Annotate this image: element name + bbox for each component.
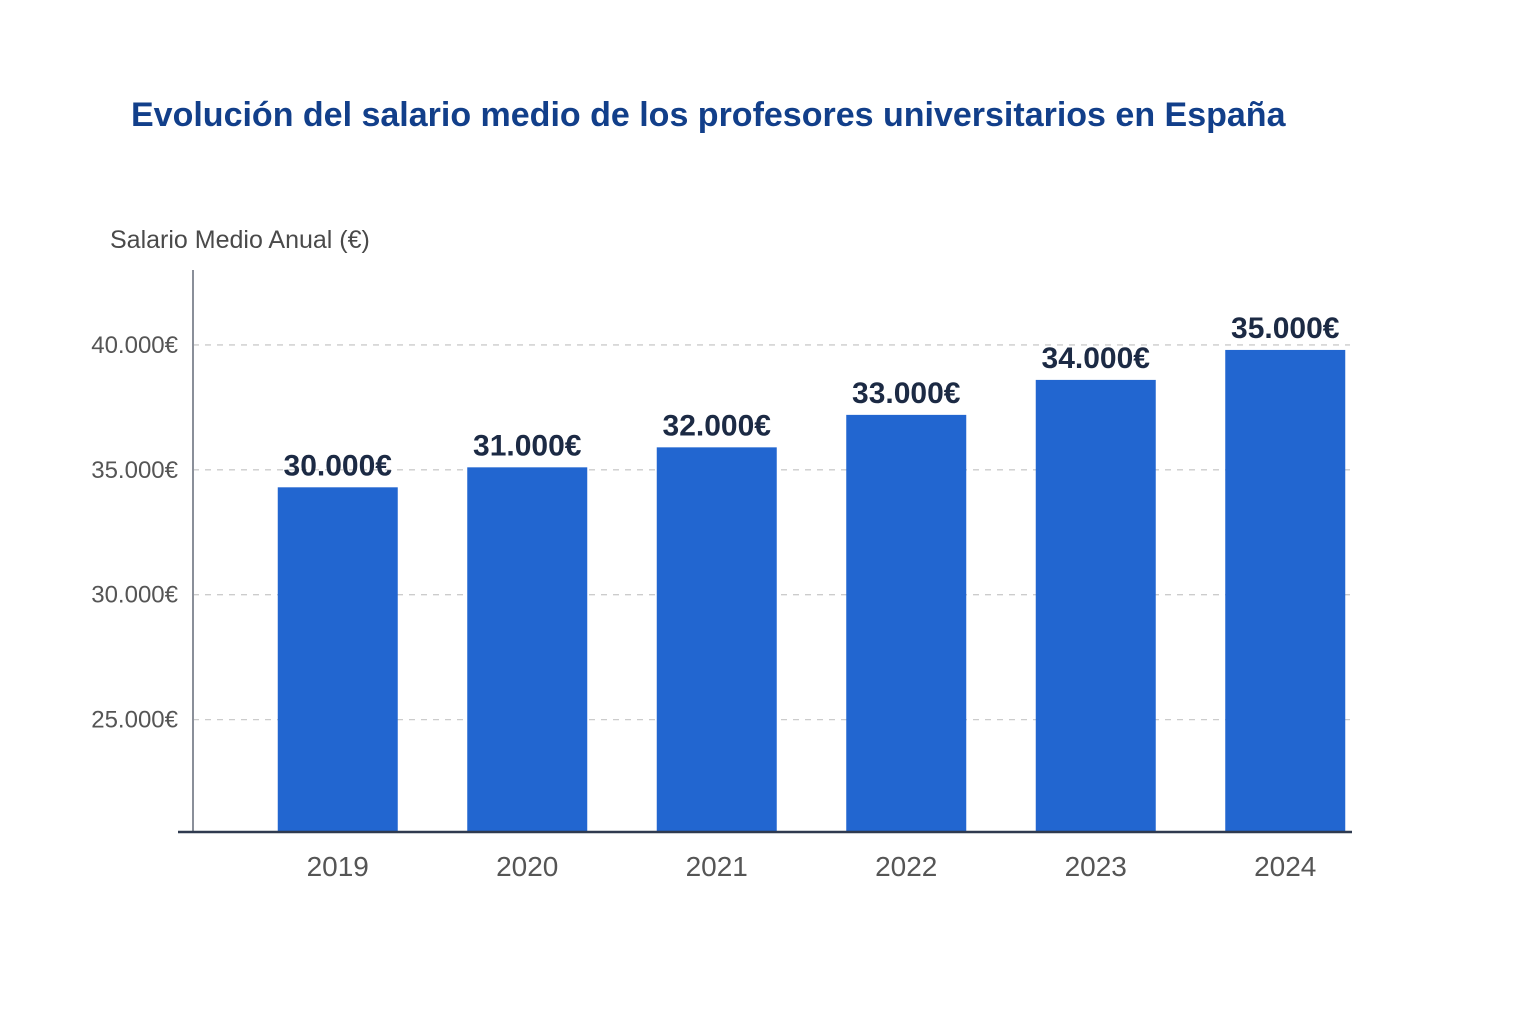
- bar: [656, 447, 777, 832]
- data-labels: 30.000€ 31.000€ 32.000€ 33.000€ 34.000€ 35.00…: [284, 312, 1340, 482]
- y-tick-label: 25.000€: [91, 707, 178, 734]
- x-category-label: 2019: [307, 851, 369, 882]
- bar-value-label: 34.000€: [1042, 342, 1151, 375]
- y-axis-ticks: 25.000€ 30.000€ 35.000€ 40.000€: [91, 332, 178, 734]
- y-axis-title: Salario Medio Anual (€): [110, 226, 370, 254]
- x-category-label: 2022: [875, 851, 937, 882]
- bar: [467, 467, 588, 832]
- x-axis-categories: 2019 2020 2021 2022 2023 2024: [307, 851, 1317, 882]
- bar-value-label: 33.000€: [852, 377, 961, 410]
- bar-value-label: 32.000€: [663, 409, 772, 442]
- bar: [1035, 379, 1156, 832]
- x-category-label: 2023: [1065, 851, 1127, 882]
- x-category-label: 2024: [1254, 851, 1316, 882]
- x-category-label: 2020: [496, 851, 558, 882]
- bar: [277, 487, 398, 832]
- x-category-label: 2021: [686, 851, 748, 882]
- y-tick-label: 40.000€: [91, 332, 178, 359]
- y-tick-label: 35.000€: [91, 457, 178, 484]
- y-tick-label: 30.000€: [91, 582, 178, 609]
- bar: [846, 414, 967, 832]
- bar-value-label: 30.000€: [284, 449, 393, 482]
- bar-value-label: 31.000€: [473, 429, 582, 462]
- bar-value-label: 35.000€: [1231, 312, 1340, 345]
- bar: [1225, 349, 1346, 832]
- chart-title: Evolución del salario medio de los profe…: [131, 96, 1286, 134]
- bars: [277, 349, 1346, 832]
